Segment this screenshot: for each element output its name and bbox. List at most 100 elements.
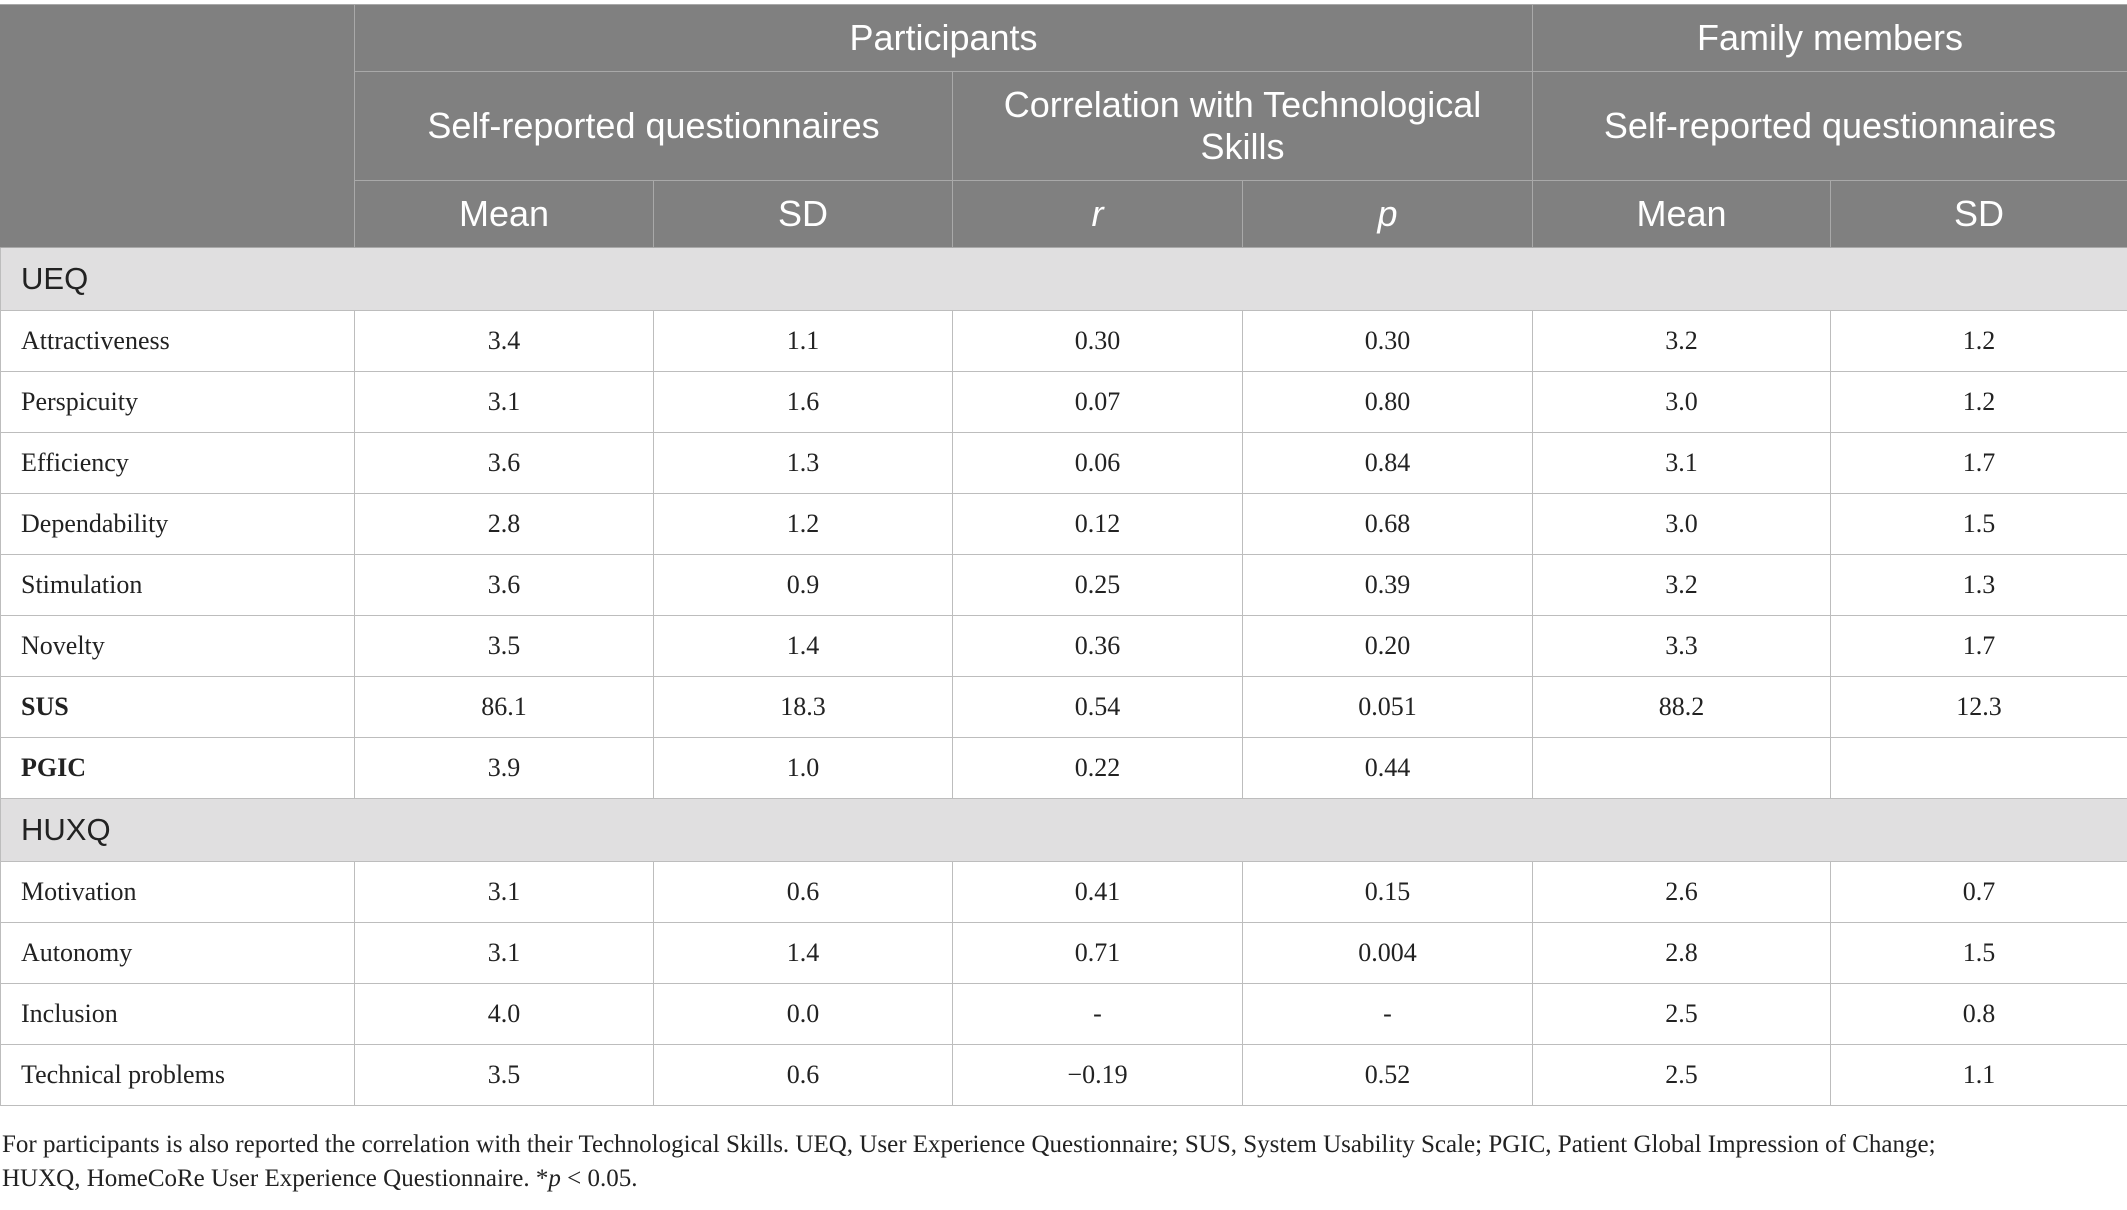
footnote-line-2-suffix: < 0.05. bbox=[560, 1165, 638, 1192]
cell-mean: 3.9 bbox=[354, 737, 654, 799]
cell-fam-mean: 3.3 bbox=[1532, 615, 1832, 677]
cell-p: 0.15 bbox=[1241, 861, 1534, 923]
table-body: UEQ Attractiveness 3.4 1.1 0.30 0.30 3.2 1.2 Per… bbox=[0, 247, 2127, 1106]
cell-r: 0.71 bbox=[952, 922, 1243, 984]
row-label: Novelty bbox=[0, 615, 355, 677]
cell-mean: 3.5 bbox=[354, 615, 654, 677]
cell-sd: 1.2 bbox=[653, 493, 953, 555]
header-family-self-reported: Self-reported questionnaires bbox=[1532, 71, 2127, 181]
cell-mean: 3.1 bbox=[354, 922, 654, 984]
cell-r: −0.19 bbox=[952, 1044, 1243, 1106]
cell-fam-mean bbox=[1532, 737, 1832, 799]
cell-mean: 4.0 bbox=[354, 983, 654, 1045]
header-p: p bbox=[1241, 180, 1534, 248]
section-row: UEQ bbox=[0, 247, 2127, 311]
row-label: Autonomy bbox=[0, 922, 355, 984]
cell-sd: 1.0 bbox=[653, 737, 953, 799]
cell-r: 0.36 bbox=[952, 615, 1243, 677]
cell-sd: 1.6 bbox=[653, 371, 953, 433]
cell-r: 0.06 bbox=[952, 432, 1243, 494]
cell-mean: 2.8 bbox=[354, 493, 654, 555]
cell-sd: 0.9 bbox=[653, 554, 953, 616]
cell-sd: 18.3 bbox=[653, 676, 953, 738]
table-row: Stimulation 3.6 0.9 0.25 0.39 3.2 1.3 bbox=[0, 554, 2127, 616]
table-footnote: For participants is also reported the co… bbox=[2, 1128, 2112, 1196]
cell-fam-sd: 1.5 bbox=[1830, 922, 2127, 984]
row-label: Attractiveness bbox=[0, 310, 355, 372]
cell-fam-sd: 0.7 bbox=[1830, 861, 2127, 923]
table-header: Participants Family members Self-reporte… bbox=[0, 4, 2127, 248]
header-participants: Participants bbox=[353, 4, 1534, 72]
cell-p: 0.52 bbox=[1241, 1044, 1534, 1106]
table-row: Autonomy 3.1 1.4 0.71 0.004 2.8 1.5 bbox=[0, 922, 2127, 984]
cell-r: 0.07 bbox=[952, 371, 1243, 433]
cell-fam-sd: 1.7 bbox=[1830, 432, 2127, 494]
header-sd: SD bbox=[653, 180, 953, 248]
cell-sd: 1.3 bbox=[653, 432, 953, 494]
table-row: Novelty 3.5 1.4 0.36 0.20 3.3 1.7 bbox=[0, 615, 2127, 677]
header-r: r bbox=[952, 180, 1243, 248]
table-row: Perspicuity 3.1 1.6 0.07 0.80 3.0 1.2 bbox=[0, 371, 2127, 433]
cell-fam-sd: 1.1 bbox=[1830, 1044, 2127, 1106]
cell-fam-mean: 3.2 bbox=[1532, 310, 1832, 372]
cell-r: 0.12 bbox=[952, 493, 1243, 555]
row-label: Stimulation bbox=[0, 554, 355, 616]
cell-r: 0.30 bbox=[952, 310, 1243, 372]
cell-fam-sd: 12.3 bbox=[1830, 676, 2127, 738]
table-row: Attractiveness 3.4 1.1 0.30 0.30 3.2 1.2 bbox=[0, 310, 2127, 372]
cell-p: 0.004 bbox=[1241, 922, 1534, 984]
cell-mean: 3.6 bbox=[354, 554, 654, 616]
cell-fam-sd: 1.7 bbox=[1830, 615, 2127, 677]
row-label: Dependability bbox=[0, 493, 355, 555]
cell-p: 0.30 bbox=[1241, 310, 1534, 372]
cell-r: 0.25 bbox=[952, 554, 1243, 616]
cell-fam-sd bbox=[1830, 737, 2127, 799]
footnote-p-symbol: p bbox=[548, 1165, 561, 1192]
cell-fam-mean: 3.1 bbox=[1532, 432, 1832, 494]
cell-mean: 3.1 bbox=[354, 861, 654, 923]
cell-sd: 0.0 bbox=[653, 983, 953, 1045]
header-family-members: Family members bbox=[1532, 4, 2127, 72]
header-family-mean: Mean bbox=[1532, 180, 1832, 248]
cell-fam-sd: 1.3 bbox=[1830, 554, 2127, 616]
cell-p: - bbox=[1241, 983, 1534, 1045]
table-row: PGIC 3.9 1.0 0.22 0.44 bbox=[0, 737, 2127, 799]
cell-fam-sd: 1.2 bbox=[1830, 310, 2127, 372]
cell-fam-mean: 3.2 bbox=[1532, 554, 1832, 616]
cell-fam-mean: 3.0 bbox=[1532, 371, 1832, 433]
cell-p: 0.68 bbox=[1241, 493, 1534, 555]
table-row: Technical problems 3.5 0.6 −0.19 0.52 2.5 1.1 bbox=[0, 1044, 2127, 1106]
row-label: Technical problems bbox=[0, 1044, 355, 1106]
cell-fam-mean: 2.8 bbox=[1532, 922, 1832, 984]
row-label: Motivation bbox=[0, 861, 355, 923]
cell-p: 0.051 bbox=[1241, 676, 1534, 738]
cell-r: 0.22 bbox=[952, 737, 1243, 799]
row-label: Inclusion bbox=[0, 983, 355, 1045]
header-correlation: Correlation with Technological Skills bbox=[951, 71, 1534, 181]
table-row: Inclusion 4.0 0.0- -2.5 0.8 bbox=[0, 983, 2127, 1045]
cell-mean: 3.5 bbox=[354, 1044, 654, 1106]
section-title: UEQ bbox=[0, 247, 2127, 311]
cell-r: - bbox=[952, 983, 1243, 1045]
footnote-line-2-prefix: HUXQ, HomeCoRe User Experience Questionn… bbox=[2, 1165, 549, 1192]
cell-mean: 3.4 bbox=[354, 310, 654, 372]
row-label: PGIC bbox=[0, 737, 355, 799]
cell-mean: 3.6 bbox=[354, 432, 654, 494]
cell-fam-mean: 2.5 bbox=[1532, 1044, 1832, 1106]
cell-sd: 1.4 bbox=[653, 615, 953, 677]
cell-p: 0.44 bbox=[1241, 737, 1534, 799]
row-label: Perspicuity bbox=[0, 371, 355, 433]
section-row: HUXQ bbox=[0, 798, 2127, 862]
table-row: SUS 86.1 18.3 0.54 0.051 88.2 12.3 bbox=[0, 676, 2127, 738]
cell-sd: 0.6 bbox=[653, 861, 953, 923]
cell-sd: 0.6 bbox=[653, 1044, 953, 1106]
cell-mean: 3.1 bbox=[354, 371, 654, 433]
table-row: Efficiency 3.6 1.3 0.06 0.84 3.1 1.7 bbox=[0, 432, 2127, 494]
cell-fam-sd: 0.8 bbox=[1830, 983, 2127, 1045]
cell-r: 0.41 bbox=[952, 861, 1243, 923]
results-table: Participants Family members Self-reporte… bbox=[0, 4, 2127, 1106]
header-mean: Mean bbox=[354, 180, 654, 248]
cell-fam-mean: 3.0 bbox=[1532, 493, 1832, 555]
cell-fam-sd: 1.2 bbox=[1830, 371, 2127, 433]
cell-p: 0.39 bbox=[1241, 554, 1534, 616]
